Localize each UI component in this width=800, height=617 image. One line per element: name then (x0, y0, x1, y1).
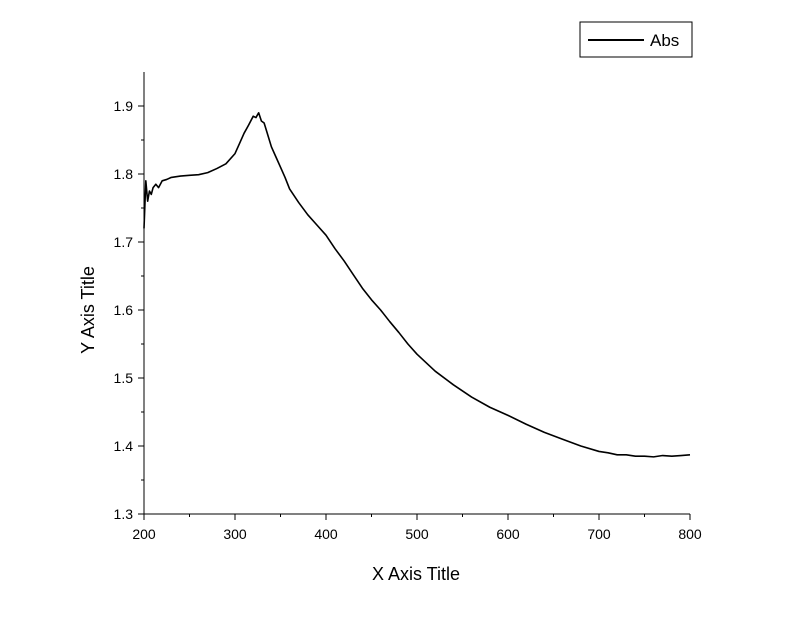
legend: Abs (579, 21, 693, 58)
x-tick-label: 300 (223, 526, 247, 542)
y-axis-title: Y Axis Title (78, 266, 98, 354)
y-axis: 1.3 1.4 1.5 1.6 1.7 1.8 1.9 (114, 72, 145, 522)
y-tick-label: 1.5 (114, 370, 134, 386)
x-axis: 200 300 400 500 600 700 800 (132, 513, 702, 542)
y-tick-label: 1.9 (114, 98, 134, 114)
x-axis-title: X Axis Title (372, 564, 460, 584)
y-tick-label: 1.3 (114, 506, 134, 522)
series-line-abs (143, 112, 691, 458)
y-tick-label: 1.7 (114, 234, 134, 250)
plot-area (143, 112, 691, 458)
y-tick-label: 1.8 (114, 166, 134, 182)
x-tick-label: 600 (496, 526, 520, 542)
x-tick-label: 200 (132, 526, 156, 542)
x-tick-label: 500 (405, 526, 429, 542)
x-tick-label: 700 (587, 526, 611, 542)
legend-label: Abs (650, 31, 679, 50)
x-tick-label: 400 (314, 526, 338, 542)
y-tick-label: 1.4 (114, 438, 134, 454)
x-tick-label: 800 (678, 526, 702, 542)
y-tick-label: 1.6 (114, 302, 134, 318)
